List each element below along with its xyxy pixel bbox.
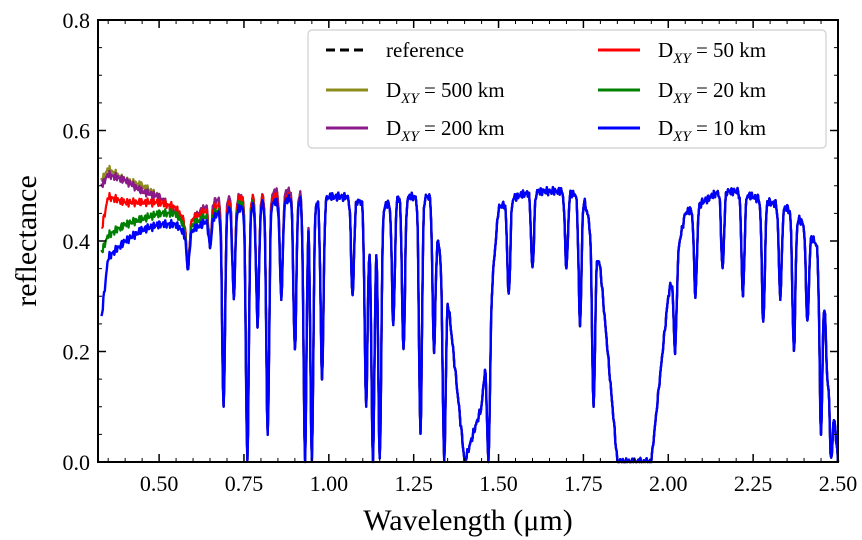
x-axis-ticks: 0.50 0.75 1.00 1.25 1.50 1.75 2.00 2.25 2.50: [107, 20, 858, 496]
legend-label-reference: reference: [386, 38, 464, 62]
legend-label-subscript: XY: [400, 129, 420, 145]
x-tick-label: 2.50: [819, 471, 858, 496]
legend-label-rest: = 20 km: [691, 78, 766, 102]
legend-label-subscript: XY: [672, 129, 692, 145]
legend-label-main: D: [386, 78, 401, 102]
legend-label-subscript: XY: [672, 91, 692, 107]
legend-box: [307, 29, 827, 149]
legend-label-main: D: [386, 116, 401, 140]
legend-label-rest: = 10 km: [691, 116, 766, 140]
y-tick-label: 0.0: [63, 450, 91, 475]
x-tick-label: 1.75: [564, 471, 603, 496]
series-line-d10: [100, 185, 840, 464]
legend-label-rest: = 50 km: [691, 38, 766, 62]
legend-label-main: D: [658, 38, 673, 62]
legend-label-main: D: [658, 116, 673, 140]
legend-label-subscript: XY: [400, 91, 420, 107]
x-tick-label: 2.00: [649, 471, 688, 496]
legend-label-d50: DXY = 50 km: [658, 38, 766, 67]
x-tick-label: 1.00: [310, 471, 349, 496]
x-tick-label: 1.25: [394, 471, 433, 496]
x-tick-label: 2.25: [734, 471, 773, 496]
legend-label-d20: DXY = 20 km: [658, 78, 766, 107]
y-tick-label: 0.4: [63, 229, 91, 254]
x-tick-label: 1.50: [479, 471, 518, 496]
x-axis-title: Wavelength (μm): [363, 504, 572, 537]
legend-label-d10: DXY = 10 km: [658, 116, 766, 145]
legend-label-main: D: [658, 78, 673, 102]
series-layer: [100, 164, 840, 464]
legend-label-d500: DXY = 500 km: [386, 78, 505, 107]
y-axis-ticks: 0.0 0.2 0.4 0.6 0.8: [63, 8, 838, 475]
y-axis-title: reflectance: [10, 175, 43, 307]
x-tick-label: 0.75: [225, 471, 264, 496]
y-tick-label: 0.8: [63, 8, 91, 33]
legend-label-text: reference: [386, 38, 464, 62]
x-tick-label: 0.50: [140, 471, 179, 496]
y-tick-label: 0.2: [63, 340, 91, 365]
legend-label-d200: DXY = 200 km: [386, 116, 505, 145]
legend-label-rest: = 200 km: [419, 116, 505, 140]
y-tick-label: 0.6: [63, 119, 91, 144]
legend-label-subscript: XY: [672, 51, 692, 67]
legend-label-rest: = 500 km: [419, 78, 505, 102]
